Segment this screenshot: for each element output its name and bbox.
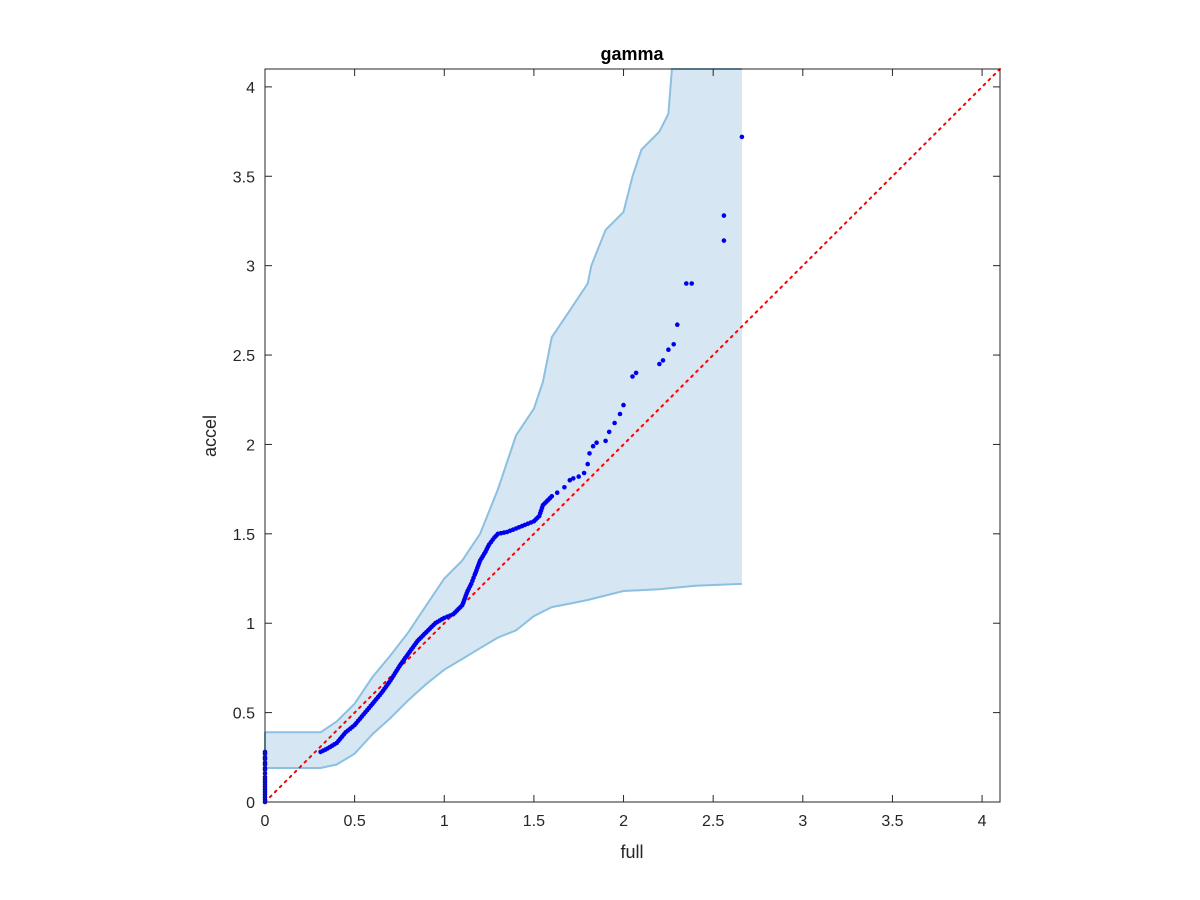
data-point xyxy=(617,411,623,417)
data-point xyxy=(567,477,573,483)
chart-title: gamma xyxy=(600,44,664,64)
y-axis-label: accel xyxy=(200,415,220,457)
x-tick-label: 4 xyxy=(978,813,987,830)
data-point xyxy=(684,281,689,286)
data-point xyxy=(562,485,567,490)
data-point xyxy=(689,281,694,286)
y-tick-label: 1 xyxy=(246,616,255,633)
data-point xyxy=(739,134,745,140)
data-point xyxy=(721,238,727,243)
data-point xyxy=(554,490,560,496)
data-point xyxy=(660,358,666,363)
y-tick-label: 3.5 xyxy=(233,169,255,186)
x-tick-label: 2 xyxy=(619,813,628,830)
x-tick-label: 2.5 xyxy=(702,813,724,830)
data-point xyxy=(571,476,576,481)
y-tick-label: 1.5 xyxy=(233,527,255,544)
axes-layer xyxy=(264,68,1001,803)
data-point xyxy=(666,347,671,353)
data-point xyxy=(587,451,592,456)
data-point xyxy=(612,420,617,426)
x-tick-label: 1 xyxy=(440,813,449,830)
y-tick-label: 0.5 xyxy=(233,706,255,723)
data-point xyxy=(603,438,608,444)
confidence-band-upper-edge xyxy=(265,68,742,734)
x-tick-label: 3.5 xyxy=(881,813,903,830)
confidence-band-lower-edge xyxy=(265,582,742,769)
data-point xyxy=(594,440,599,446)
x-tick-label: 0 xyxy=(261,813,270,830)
x-tick-label: 3 xyxy=(798,813,807,830)
data-point xyxy=(621,402,626,408)
data-point xyxy=(576,474,581,479)
data-point xyxy=(630,374,635,379)
data-points-layer xyxy=(262,134,745,805)
reference-line xyxy=(264,68,1001,803)
data-point xyxy=(581,470,587,476)
y-tick-label: 4 xyxy=(246,80,255,97)
data-point xyxy=(606,429,612,435)
data-point xyxy=(671,342,676,347)
data-point xyxy=(590,443,596,449)
data-point xyxy=(633,370,639,376)
data-point xyxy=(585,461,590,467)
data-point xyxy=(657,361,662,367)
data-point xyxy=(675,322,680,328)
reference-line-layer xyxy=(264,68,1001,803)
confidence-band-area xyxy=(265,69,742,768)
confidence-band-layer xyxy=(264,68,742,769)
y-tick-label: 2 xyxy=(246,437,255,454)
y-tick-label: 0 xyxy=(246,795,255,812)
plot-area-frame xyxy=(264,68,1001,803)
y-tick-label: 2.5 xyxy=(233,348,255,365)
data-point xyxy=(549,494,555,499)
x-tick-label: 1.5 xyxy=(523,813,545,830)
x-tick-label: 0.5 xyxy=(344,813,366,830)
x-axis-label: full xyxy=(620,842,643,862)
y-tick-label: 3 xyxy=(246,259,255,276)
ticks-layer: 0 0.5 1 1.5 2 2.5 3 3.5 4 0 0.5 1 1.5 2 2.5 3 3.5 4 xyxy=(233,69,1000,830)
data-point xyxy=(721,213,727,218)
